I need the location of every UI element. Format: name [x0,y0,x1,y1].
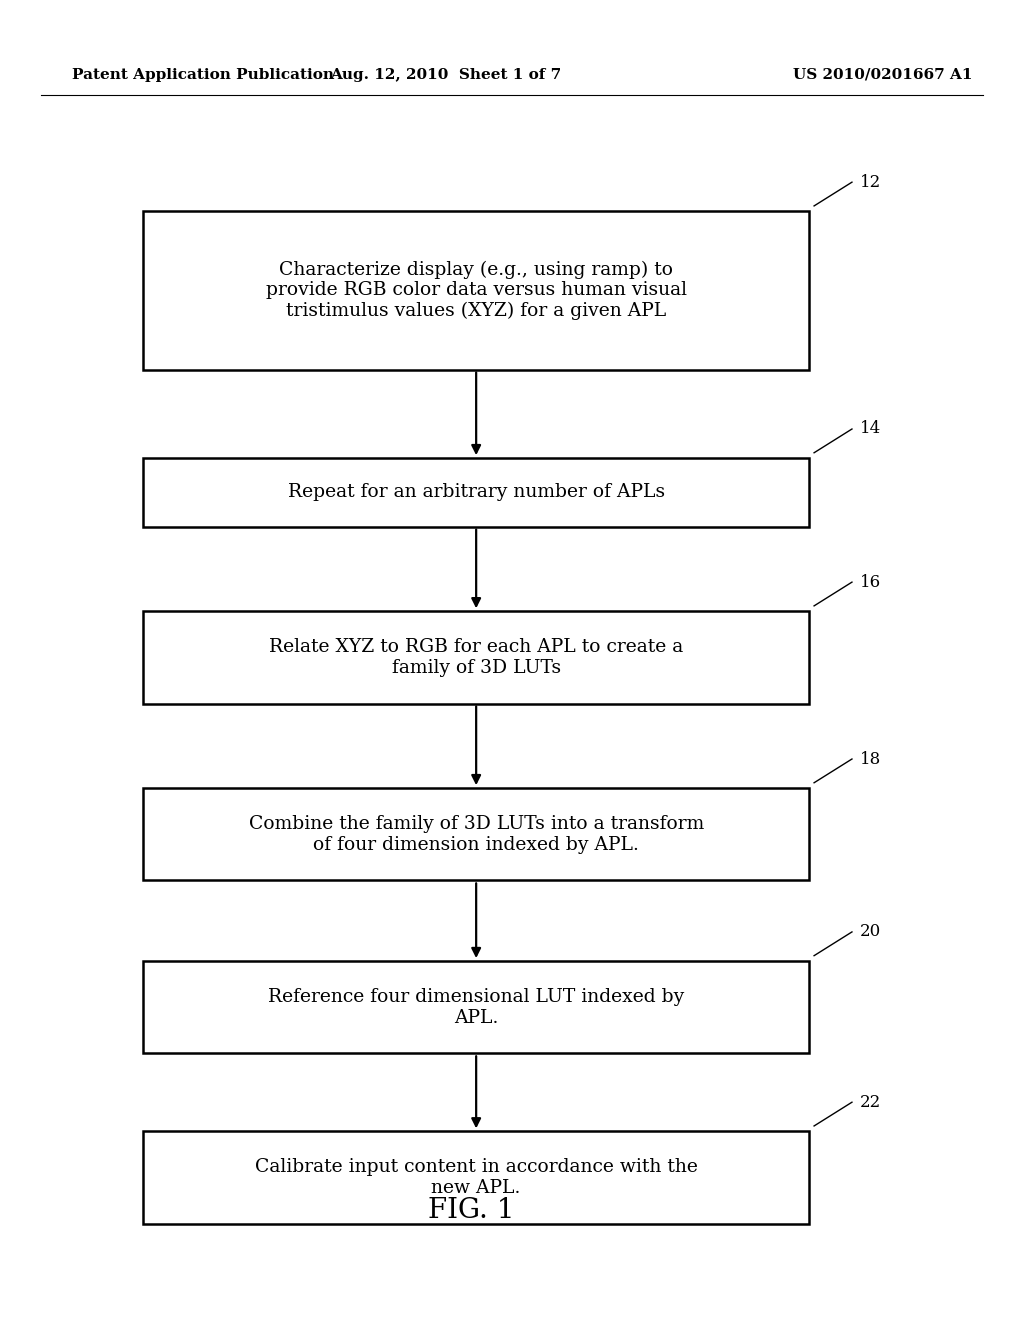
Text: Aug. 12, 2010  Sheet 1 of 7: Aug. 12, 2010 Sheet 1 of 7 [330,69,561,82]
Text: 20: 20 [860,924,882,940]
Text: Repeat for an arbitrary number of APLs: Repeat for an arbitrary number of APLs [288,483,665,502]
Text: Calibrate input content in accordance with the
new APL.: Calibrate input content in accordance wi… [255,1158,697,1197]
Text: 12: 12 [860,174,882,190]
Text: 14: 14 [860,421,882,437]
FancyBboxPatch shape [143,611,809,704]
Text: FIG. 1: FIG. 1 [428,1196,514,1224]
FancyBboxPatch shape [143,1131,809,1224]
Text: Reference four dimensional LUT indexed by
APL.: Reference four dimensional LUT indexed b… [268,987,684,1027]
Text: Relate XYZ to RGB for each APL to create a
family of 3D LUTs: Relate XYZ to RGB for each APL to create… [269,638,683,677]
Text: 18: 18 [860,751,882,767]
FancyBboxPatch shape [143,961,809,1053]
FancyBboxPatch shape [143,788,809,880]
FancyBboxPatch shape [143,458,809,527]
Text: US 2010/0201667 A1: US 2010/0201667 A1 [794,69,973,82]
Text: 16: 16 [860,574,882,590]
Text: Characterize display (e.g., using ramp) to
provide RGB color data versus human v: Characterize display (e.g., using ramp) … [265,260,687,321]
Text: Patent Application Publication: Patent Application Publication [72,69,334,82]
Text: 22: 22 [860,1094,882,1110]
Text: Combine the family of 3D LUTs into a transform
of four dimension indexed by APL.: Combine the family of 3D LUTs into a tra… [249,814,703,854]
FancyBboxPatch shape [143,211,809,370]
